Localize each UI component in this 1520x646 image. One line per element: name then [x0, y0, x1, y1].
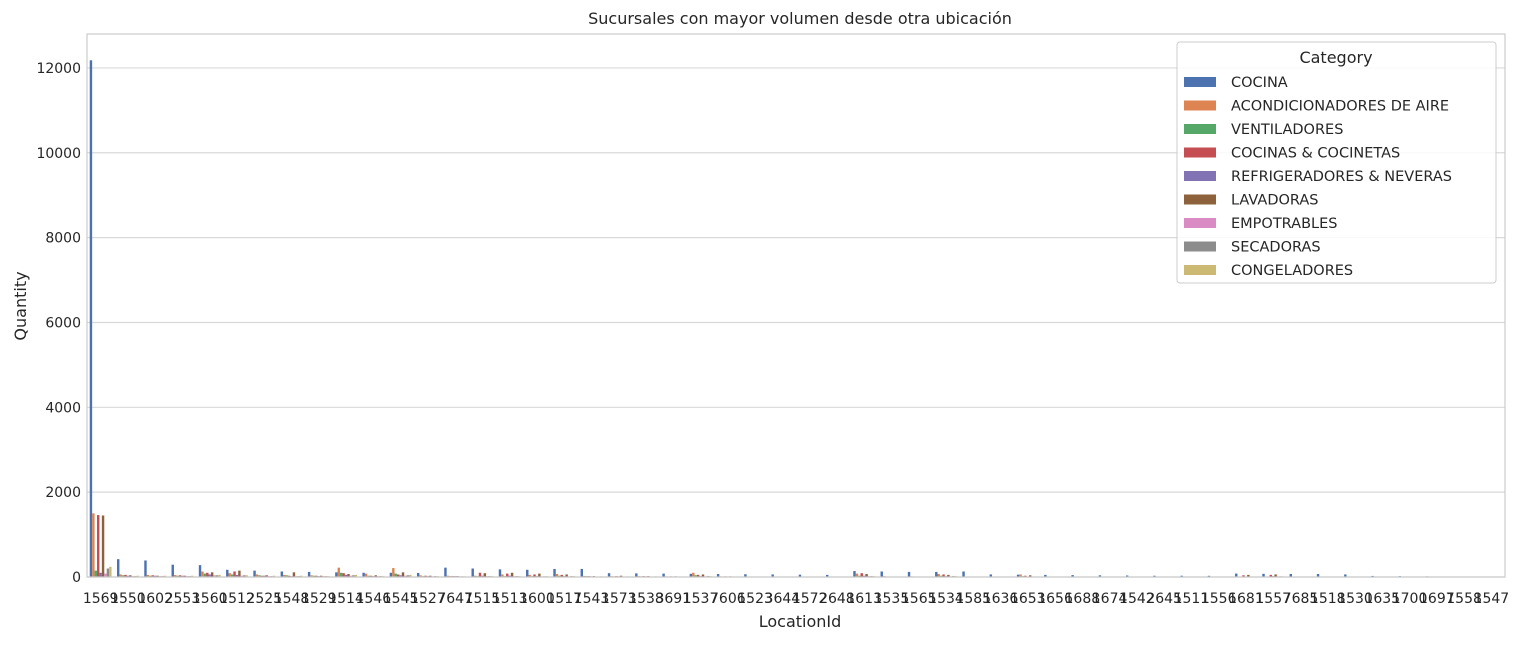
bar [362, 573, 364, 577]
x-tick-label: 1547 [1474, 591, 1510, 607]
bar [226, 570, 228, 577]
bar [935, 572, 937, 577]
legend-label: ACONDICIONADORES DE AIRE [1231, 99, 1449, 115]
bar [471, 569, 473, 577]
y-tick-label: 2000 [45, 485, 81, 501]
legend-swatch [1184, 218, 1216, 228]
bar [340, 573, 342, 577]
y-tick-label: 12000 [36, 61, 81, 77]
legend-label: EMPOTRABLES [1231, 216, 1337, 232]
y-tick-label: 0 [72, 570, 81, 586]
legend-label: VENTILADORES [1231, 122, 1343, 138]
y-tick-label: 8000 [45, 231, 81, 247]
bar [253, 571, 255, 577]
bar [511, 573, 513, 577]
bar [109, 567, 111, 577]
legend-label: SECADORAS [1231, 240, 1321, 256]
legend-label: LAVADORAS [1231, 193, 1319, 209]
bar [238, 571, 240, 577]
bar [97, 515, 99, 577]
bar [962, 571, 964, 577]
bar [308, 572, 310, 577]
legend-swatch [1184, 148, 1216, 158]
y-tick-label: 4000 [45, 400, 81, 416]
legend-swatch [1184, 195, 1216, 205]
legend-title: Category [1299, 48, 1372, 67]
bar [102, 515, 104, 577]
x-axis-label: LocationId [759, 612, 842, 631]
legend-swatch [1184, 124, 1216, 134]
y-tick-label: 6000 [45, 315, 81, 331]
bar [553, 569, 555, 577]
bar [199, 565, 201, 577]
bar [908, 572, 910, 577]
chart-title: Sucursales con mayor volumen desde otra … [588, 9, 1012, 28]
bar [95, 571, 97, 577]
bar [444, 568, 446, 577]
legend-swatch [1184, 101, 1216, 111]
bar [211, 572, 213, 577]
bar [172, 565, 174, 577]
legend-frame [1177, 42, 1496, 283]
bar [392, 568, 394, 577]
bar [293, 572, 295, 577]
legend-swatch [1184, 265, 1216, 275]
legend-swatch [1184, 77, 1216, 87]
bar [201, 571, 203, 577]
bar [479, 573, 481, 577]
y-tick-labels: 0 2000 4000 6000 8000 10000 12000 [36, 61, 81, 586]
legend-label: COCINAS & COCINETAS [1231, 146, 1400, 162]
y-axis-label: Quantity [11, 271, 30, 340]
bar [853, 571, 855, 577]
legend-swatch [1184, 171, 1216, 181]
bar [499, 569, 501, 577]
bar [90, 60, 92, 577]
bar [338, 568, 340, 577]
bar [692, 573, 694, 577]
bar [402, 572, 404, 577]
x-tick-labels: 1569155016022553156015122525154815291514… [83, 591, 1509, 607]
bar [581, 569, 583, 577]
bar [526, 570, 528, 577]
legend-label: COCINA [1231, 75, 1288, 91]
bar [233, 571, 235, 577]
bar [417, 573, 419, 577]
bar [107, 569, 109, 577]
y-tick-label: 10000 [36, 146, 81, 162]
bar [281, 571, 283, 577]
bar [390, 573, 392, 577]
bar [92, 513, 94, 577]
bar [335, 572, 337, 577]
legend-label: REFRIGERADORES & NEVERAS [1231, 169, 1452, 185]
legend-swatch [1184, 242, 1216, 252]
bar [206, 573, 208, 577]
bar [144, 560, 146, 577]
bar [99, 573, 101, 577]
legend: Category COCINA ACONDICIONADORES DE AIRE V… [1177, 42, 1496, 283]
legend-label: CONGELADORES [1231, 263, 1353, 279]
bar [881, 571, 883, 577]
bar [117, 559, 119, 577]
